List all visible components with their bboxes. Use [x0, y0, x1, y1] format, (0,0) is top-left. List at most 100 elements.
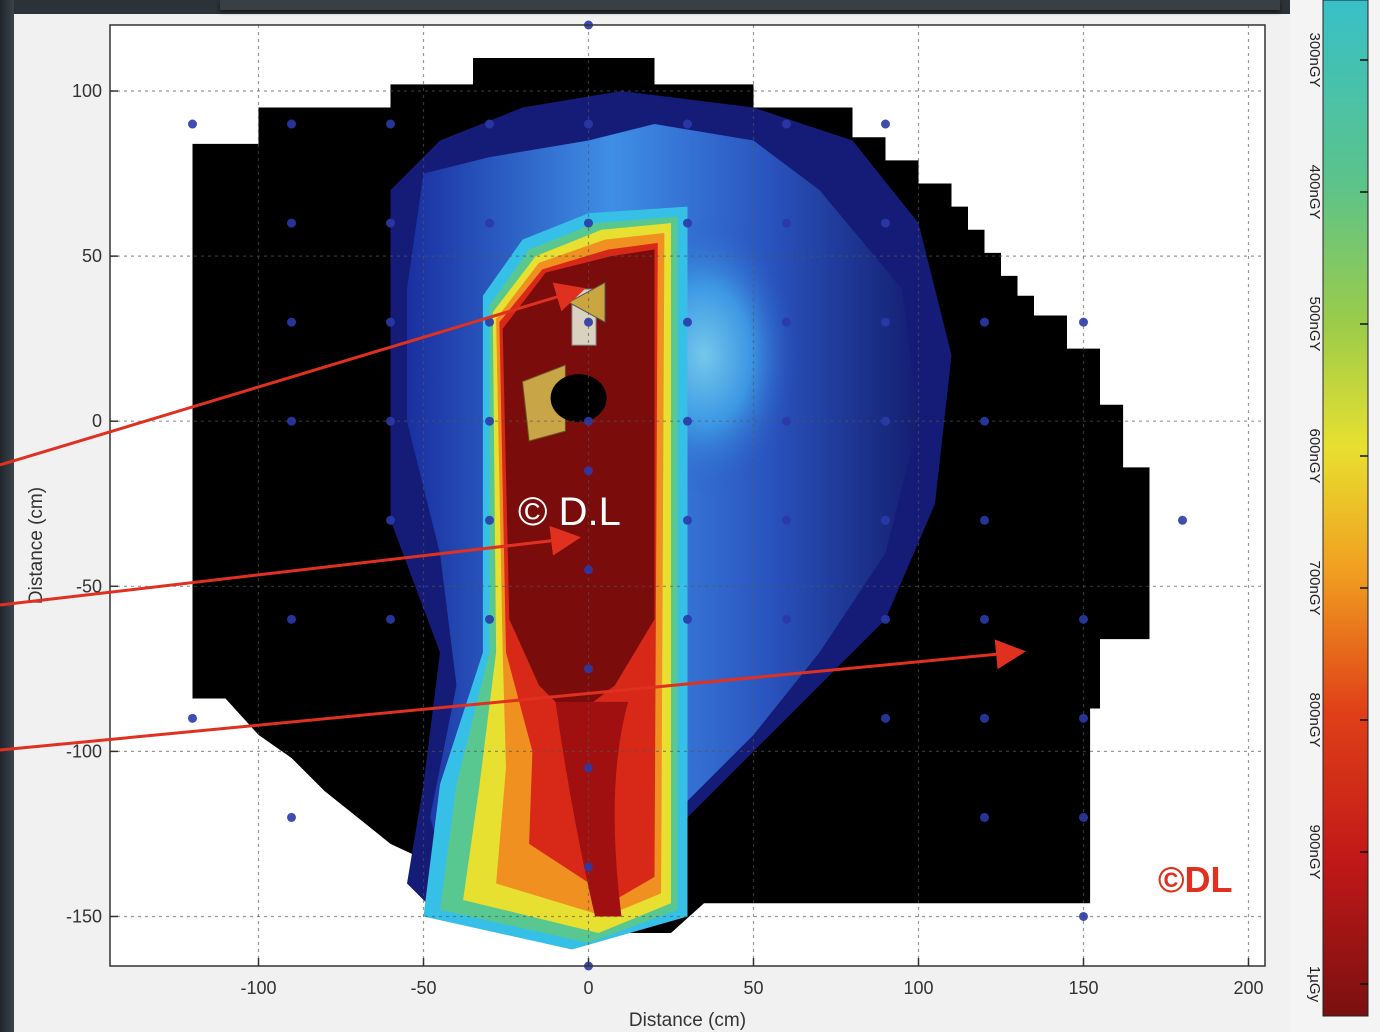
measurement-point	[485, 515, 494, 525]
x-tick-label: 50	[743, 978, 763, 998]
measurement-point	[881, 218, 890, 228]
measurement-point	[782, 416, 791, 426]
colorbar-label: 800nGY	[1306, 692, 1323, 747]
measurement-point	[980, 812, 989, 822]
measurement-point	[584, 664, 593, 674]
annotation-arrow	[0, 525, 581, 607]
measurement-point	[980, 515, 989, 525]
colorbar: 300nGY 400nGY 500nGY 600nGY 700nGY 800nGY 900n…	[1306, 0, 1369, 1017]
measurement-point	[386, 416, 395, 426]
x-axis-label: Distance (cm)	[629, 1010, 746, 1031]
measurement-point	[584, 218, 593, 228]
measurement-point	[782, 614, 791, 624]
colorbar-label: 900nGY	[1306, 824, 1323, 879]
top-frame-band	[220, 0, 1280, 10]
measurement-point	[287, 119, 296, 129]
measurement-point	[683, 614, 692, 624]
measurement-point	[980, 416, 989, 426]
x-tick-label: 0	[583, 978, 593, 998]
measurement-point	[980, 317, 989, 327]
x-tick-label: 150	[1068, 978, 1098, 998]
measurement-point	[485, 218, 494, 228]
measurement-point	[287, 317, 296, 327]
measurement-point	[485, 416, 494, 426]
measurement-point	[782, 119, 791, 129]
measurement-points	[188, 20, 1187, 971]
colorbar-label: 400nGY	[1306, 164, 1323, 219]
measurement-point	[188, 713, 197, 723]
measurement-point	[287, 416, 296, 426]
measurement-point	[584, 466, 593, 476]
colorbar-label: 500nGY	[1306, 296, 1323, 351]
colorbar-label: 700nGY	[1306, 560, 1323, 615]
background-edge	[0, 0, 14, 1032]
watermark-center: © D.L	[518, 490, 621, 534]
measurement-point	[386, 317, 395, 327]
measurement-point	[1079, 713, 1088, 723]
measurement-point	[485, 119, 494, 129]
measurement-point	[980, 614, 989, 624]
y-tick-label: -100	[66, 741, 102, 761]
plot-content	[110, 25, 1265, 966]
measurement-point	[1079, 812, 1088, 822]
measurement-point	[1178, 515, 1187, 525]
axes-frame	[109, 24, 1266, 967]
measurement-point	[782, 317, 791, 327]
axes: -100 -50 0 50 100 150 200 100 50 0 -50 -100 -150 Dist…	[26, 24, 1266, 1031]
measurement-point	[584, 565, 593, 575]
measurement-point	[287, 812, 296, 822]
y-tick-label: 100	[72, 81, 102, 101]
measurement-point	[1079, 614, 1088, 624]
measurement-point	[386, 218, 395, 228]
annotations: © D.L ©DL	[0, 282, 1233, 900]
x-tick-label: -50	[410, 978, 436, 998]
colorbar-label: 300nGY	[1306, 32, 1323, 87]
phantom-holder	[521, 364, 566, 442]
y-axis-label: Distance (cm)	[26, 487, 47, 604]
y-tick-label: -50	[76, 576, 102, 596]
measurement-point	[1079, 911, 1088, 921]
measurement-point	[683, 119, 692, 129]
measurement-point	[584, 416, 593, 426]
measurement-point	[881, 317, 890, 327]
measurement-point	[782, 218, 791, 228]
measurement-point	[881, 119, 890, 129]
measurement-point	[386, 119, 395, 129]
colorbar-label: 1µGy	[1306, 966, 1323, 1003]
measurement-point	[683, 218, 692, 228]
measurement-point	[584, 317, 593, 327]
dose-contour-5	[502, 249, 655, 719]
x-tick-label: 100	[903, 978, 933, 998]
y-tick-label: 50	[82, 246, 102, 266]
measurement-point	[683, 515, 692, 525]
colorbar-gradient	[1322, 0, 1369, 1017]
watermark-corner: ©DL	[1158, 859, 1233, 900]
colorbar-label: 600nGY	[1306, 428, 1323, 483]
measurement-point	[485, 317, 494, 327]
x-tick-label: 200	[1233, 978, 1263, 998]
dose-streak	[555, 701, 629, 917]
phantom-sphere	[550, 374, 607, 423]
measurement-point	[782, 515, 791, 525]
measurement-point	[881, 614, 890, 624]
measurement-point	[287, 614, 296, 624]
measurement-point	[683, 317, 692, 327]
y-tick-label: 0	[92, 411, 102, 431]
measurement-point	[287, 218, 296, 228]
x-tick-label: -100	[240, 978, 276, 998]
measurement-point	[485, 614, 494, 624]
measurement-point	[584, 862, 593, 872]
annotation-arrow	[0, 282, 586, 467]
measurement-point	[980, 713, 989, 723]
measurement-point	[881, 416, 890, 426]
source-emitter	[567, 281, 606, 324]
measurement-point	[881, 713, 890, 723]
measurement-point	[584, 119, 593, 129]
annotation-arrow	[0, 639, 1026, 752]
measurement-point	[386, 614, 395, 624]
measurement-point	[1079, 317, 1088, 327]
measurement-point	[683, 416, 692, 426]
measurement-point	[881, 515, 890, 525]
